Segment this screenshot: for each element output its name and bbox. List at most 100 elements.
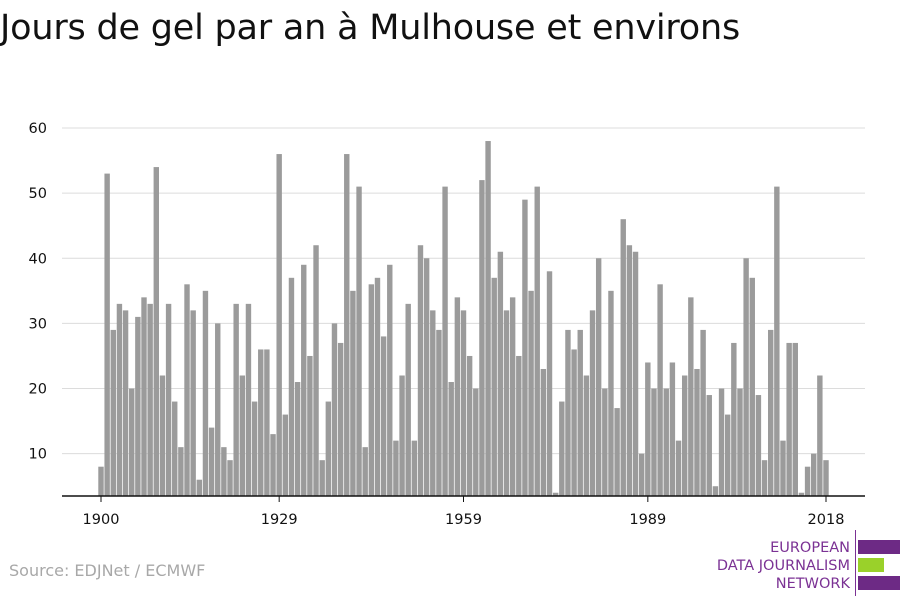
bar-1950 xyxy=(405,303,411,496)
bar-1979 xyxy=(583,375,590,496)
bar-1923 xyxy=(239,375,246,496)
x-axis: 1900 1929 1959 1989 2018 xyxy=(62,495,865,528)
bar-1941 xyxy=(350,290,356,496)
bar-1935 xyxy=(313,245,319,496)
bar-1916 xyxy=(196,479,203,496)
bar-1926 xyxy=(258,349,264,496)
bar-1953 xyxy=(423,258,430,496)
bar-1995 xyxy=(681,375,688,496)
bar-1968 xyxy=(516,355,522,496)
bar-2016 xyxy=(811,453,817,496)
bar-1999 xyxy=(706,395,712,496)
logo-text-line-1: EUROPEAN xyxy=(770,540,850,556)
bar-1958 xyxy=(454,297,461,496)
x-tick-label: 1900 xyxy=(83,512,120,528)
bar-2011 xyxy=(780,440,786,496)
bar-1948 xyxy=(393,440,399,496)
bar-1996 xyxy=(688,297,694,496)
bar-1909 xyxy=(153,167,159,496)
bar-2004 xyxy=(737,388,743,496)
bars xyxy=(98,141,829,497)
bar-1908 xyxy=(147,303,153,496)
bar-1962 xyxy=(479,180,485,496)
y-tick-label: 50 xyxy=(29,186,47,202)
bar-1919 xyxy=(215,323,221,496)
bar-1933 xyxy=(301,264,307,496)
bar-1981 xyxy=(595,258,602,496)
bar-1940 xyxy=(344,154,350,496)
bar-1907 xyxy=(141,297,147,496)
bar-1918 xyxy=(208,427,215,496)
y-tick-label: 20 xyxy=(29,382,47,398)
bar-1964 xyxy=(491,277,497,496)
bar-1929 xyxy=(276,154,282,496)
bar-2006 xyxy=(749,277,755,496)
bar-1934 xyxy=(307,355,313,496)
y-tick-label: 40 xyxy=(29,251,47,267)
bar-1975 xyxy=(559,401,565,496)
bar-1978 xyxy=(577,329,583,496)
bar-1969 xyxy=(522,199,528,497)
bar-1980 xyxy=(589,310,596,496)
y-tick-label: 30 xyxy=(29,316,47,332)
bar-1930 xyxy=(282,414,289,496)
logo-text-line-3: NETWORK xyxy=(775,576,850,592)
logo-bar-top xyxy=(858,540,900,554)
bar-1986 xyxy=(626,245,633,496)
bar-2003 xyxy=(731,342,737,496)
bar-1936 xyxy=(319,460,325,496)
bar-1998 xyxy=(700,329,706,496)
bar-1939 xyxy=(337,342,344,496)
bar-1922 xyxy=(233,303,239,496)
bar-1988 xyxy=(638,453,645,496)
bar-1945 xyxy=(374,277,381,496)
bar-1949 xyxy=(399,375,405,496)
bar-1942 xyxy=(356,186,362,496)
bar-1903 xyxy=(116,303,123,496)
bar-1921 xyxy=(227,460,233,496)
bar-2010 xyxy=(774,186,780,496)
bar-1900 xyxy=(98,466,104,496)
bar-1901 xyxy=(104,173,110,496)
bar-1927 xyxy=(264,349,270,496)
bar-1931 xyxy=(288,277,295,496)
bar-2008 xyxy=(761,460,768,496)
bar-2015 xyxy=(804,466,811,496)
bar-1904 xyxy=(122,310,129,496)
bar-1977 xyxy=(571,349,577,496)
bar-1990 xyxy=(651,388,657,496)
bar-1993 xyxy=(669,362,676,496)
bar-1920 xyxy=(221,447,227,496)
bar-1987 xyxy=(632,251,639,496)
bar-1984 xyxy=(614,408,620,496)
bar-2001 xyxy=(718,388,725,496)
x-tick-label: 2018 xyxy=(808,512,845,528)
bar-1957 xyxy=(448,382,454,496)
bar-1932 xyxy=(294,382,301,496)
bar-1972 xyxy=(540,368,547,496)
edjnet-logo: EUROPEAN DATA JOURNALISM NETWORK xyxy=(700,530,900,596)
bar-1960 xyxy=(466,355,473,496)
bar-1917 xyxy=(202,290,209,496)
bar-1991 xyxy=(657,284,663,496)
bar-1963 xyxy=(485,141,491,496)
bar-1954 xyxy=(430,310,436,496)
bar-1943 xyxy=(362,447,368,496)
bar-1983 xyxy=(608,290,614,496)
bar-1951 xyxy=(411,440,418,496)
bar-1974 xyxy=(552,492,559,496)
bar-1982 xyxy=(602,388,608,496)
y-axis: 10 20 30 40 50 60 xyxy=(29,121,47,463)
bar-1914 xyxy=(184,284,190,496)
source-note: Source: EDJNet / ECMWF xyxy=(9,561,206,580)
x-tick-label: 1989 xyxy=(629,512,666,528)
logo-text-line-2: DATA JOURNALISM xyxy=(716,558,850,574)
bar-2014 xyxy=(798,492,805,496)
bar-1966 xyxy=(503,310,510,496)
bar-2018 xyxy=(823,460,829,496)
x-tick-label: 1929 xyxy=(261,512,298,528)
bar-1924 xyxy=(245,303,252,496)
bar-1928 xyxy=(270,434,276,496)
bar-1925 xyxy=(251,401,258,496)
